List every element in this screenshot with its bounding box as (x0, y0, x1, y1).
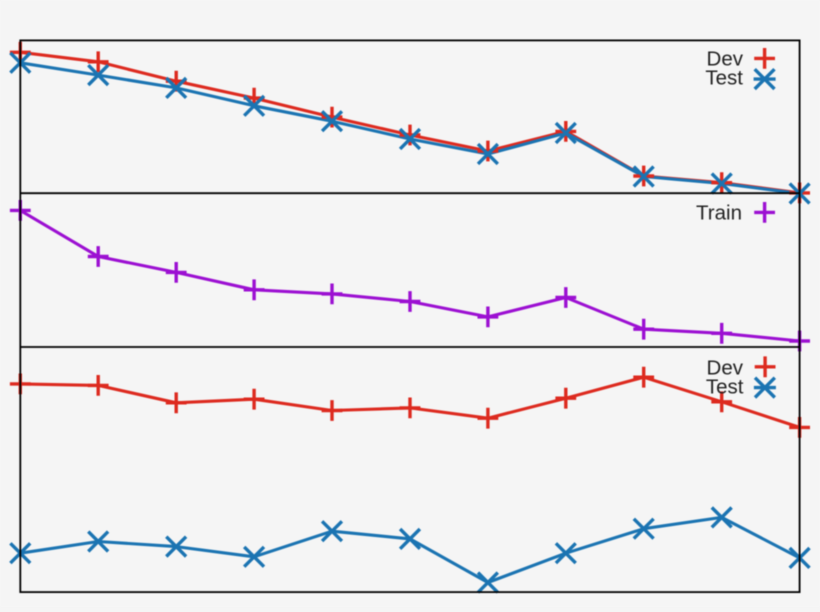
svg-text:Dev: Dev (707, 357, 744, 380)
svg-text:Test: Test (705, 67, 743, 90)
svg-text:Test: Test (706, 375, 744, 398)
svg-text:Dev: Dev (707, 48, 744, 71)
svg-text:Train: Train (696, 202, 742, 225)
